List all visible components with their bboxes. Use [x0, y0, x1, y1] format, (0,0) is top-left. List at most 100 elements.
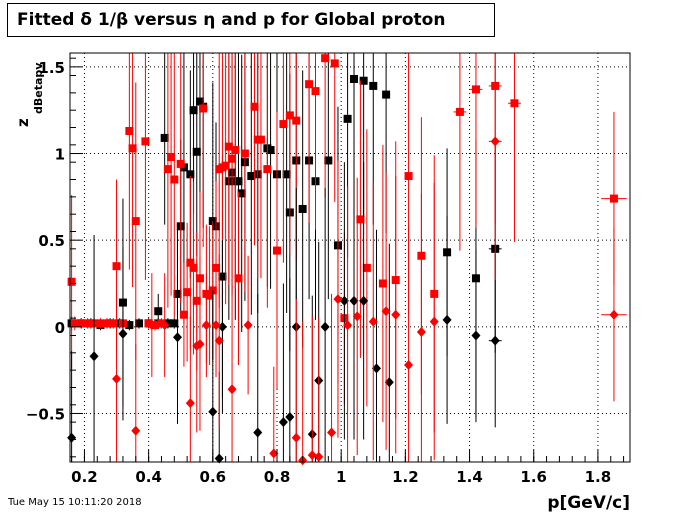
data-point-diamond — [173, 332, 183, 343]
data-point-diamond — [320, 321, 330, 332]
axis-labels: p[GeV/c] z dBetapv — [14, 62, 630, 513]
data-point-square — [224, 142, 233, 151]
data-point-square — [157, 319, 166, 328]
data-point-square — [266, 146, 275, 155]
data-point-square — [382, 90, 391, 99]
y-axis-title: z dBetapv — [14, 62, 45, 127]
x-tick-label: 1.4 — [456, 468, 483, 486]
data-point-diamond — [67, 432, 77, 443]
data-point-diamond — [89, 351, 99, 362]
data-point-square — [234, 177, 243, 186]
y-axis-title-sub: dBetapv — [32, 62, 45, 114]
data-point-square — [321, 54, 330, 63]
x-tick-label: 0.2 — [71, 468, 98, 486]
x-tick-label: 0.4 — [135, 468, 162, 486]
data-point-square — [343, 114, 352, 123]
y-axis-title-main: z — [14, 118, 32, 127]
data-point-square — [199, 104, 208, 113]
data-point-diamond — [227, 384, 237, 395]
data-point-diamond — [490, 136, 500, 147]
data-point-square — [362, 263, 371, 272]
grid — [70, 53, 630, 462]
y-tick-label: −0.5 — [26, 405, 65, 423]
data-point-square — [179, 310, 188, 319]
data-point-square — [282, 170, 291, 179]
data-point-square — [356, 215, 365, 224]
plot-frame — [69, 52, 631, 463]
data-point-diamond — [471, 330, 481, 341]
data-point-diamond — [343, 320, 353, 331]
data-point-diamond — [352, 311, 362, 322]
data-point-square — [183, 288, 192, 297]
data-point-square — [163, 319, 172, 328]
data-point-diamond — [214, 335, 224, 346]
data-point-square — [176, 159, 185, 168]
data-point-square — [186, 170, 195, 179]
data-point-square — [154, 307, 163, 316]
data-point-diamond — [278, 417, 288, 428]
data-point-diamond — [269, 448, 279, 459]
y-tick-label: 0 — [55, 319, 65, 337]
data-point-diamond — [429, 316, 439, 327]
data-point-square — [195, 97, 204, 106]
data-point-square — [128, 144, 137, 153]
data-point-square — [144, 319, 153, 328]
data-point-square — [285, 111, 294, 120]
x-tick-label: 1.6 — [520, 468, 547, 486]
data-point-square — [102, 319, 111, 328]
data-point-diamond — [349, 295, 359, 306]
data-point-square — [234, 274, 243, 283]
data-point-square — [96, 319, 105, 328]
data-point-diamond — [404, 359, 414, 370]
data-point-square — [404, 172, 413, 181]
data-point-diamond — [490, 335, 500, 346]
data-point-diamond — [359, 295, 369, 306]
data-point-square — [170, 175, 179, 184]
data-point-square — [83, 319, 92, 328]
data-point-square — [378, 279, 387, 288]
data-point-square — [192, 147, 201, 156]
x-axis-title: p[GeV/c] — [547, 493, 630, 513]
data-point-square — [298, 204, 307, 213]
data-point-square — [279, 120, 288, 129]
data-point-diamond — [118, 328, 128, 339]
data-point-diamond — [416, 327, 426, 338]
data-point-diamond — [381, 306, 391, 317]
data-point-diamond — [333, 294, 343, 305]
data-point-square — [247, 172, 256, 181]
x-tick-label: 1.8 — [585, 468, 612, 486]
data-point-square — [292, 116, 301, 125]
data-point-diamond — [291, 432, 301, 443]
data-point-square — [272, 246, 281, 255]
data-series — [67, 53, 627, 466]
data-point-square — [311, 87, 320, 96]
data-point-diamond — [160, 320, 170, 331]
data-point-diamond — [339, 295, 349, 306]
data-point-square — [125, 126, 134, 135]
data-point-square — [455, 107, 464, 116]
data-point-square — [134, 319, 143, 328]
y-tick-label: 1.5 — [38, 59, 65, 77]
data-point-square — [305, 80, 314, 89]
data-point-square — [369, 81, 378, 90]
data-point-square — [205, 291, 214, 300]
data-point-square — [167, 152, 176, 161]
data-point-square — [186, 258, 195, 267]
data-point-square — [609, 194, 618, 203]
x-tick-label: 1 — [336, 468, 346, 486]
data-point-square — [77, 319, 86, 328]
data-point-square — [212, 263, 221, 272]
data-point-square — [471, 85, 480, 94]
data-point-diamond — [384, 377, 394, 388]
data-point-diamond — [185, 398, 195, 409]
axes: 0.2 0.4 0.6 0.8 1 1.2 1.4 1.6 1.8 −0.5 0 0.5 1 1.5 — [26, 52, 631, 486]
series-4 — [112, 53, 627, 466]
data-point-diamond — [217, 321, 227, 332]
x-tick-label: 0.8 — [264, 468, 291, 486]
data-point-diamond — [131, 425, 141, 436]
data-point-square — [131, 217, 140, 226]
timestamp: Tue May 15 10:11:20 2018 — [8, 497, 142, 508]
chart-title: Fitted δ 1/β versus η and p for Global p… — [17, 10, 446, 30]
